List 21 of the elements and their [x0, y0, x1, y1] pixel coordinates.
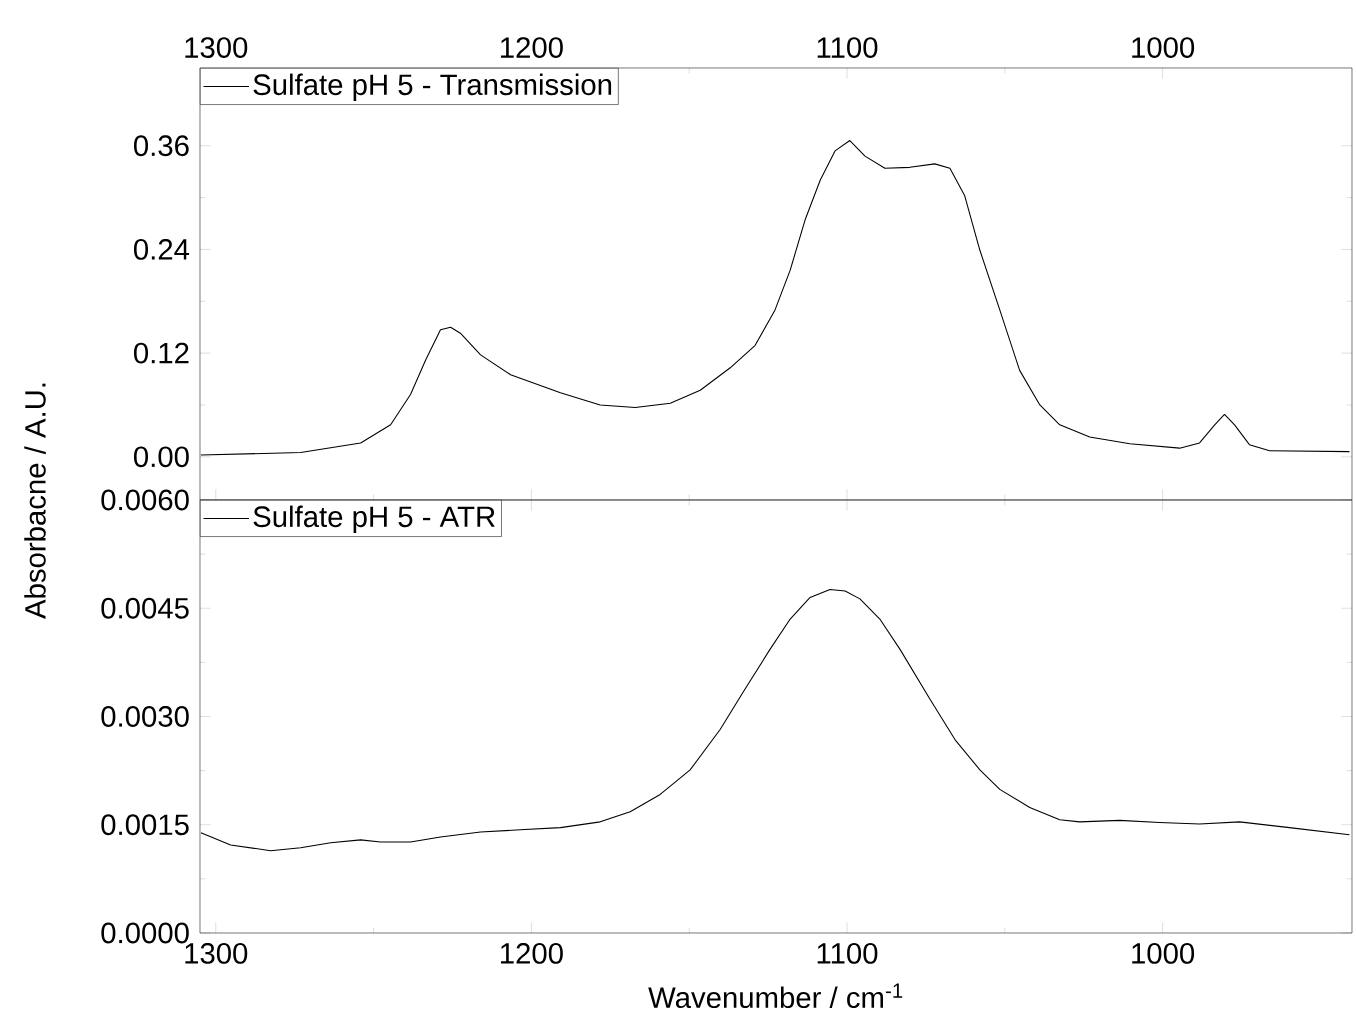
- y-tick-label: 0.0015: [101, 814, 189, 836]
- y-tick-label: 0.0060: [101, 489, 189, 511]
- x-tick-label: 1300: [185, 37, 248, 58]
- x-tick-label: 1100: [817, 943, 878, 964]
- y-tick-label: 0.12: [134, 342, 189, 364]
- y-tick-label: 0.36: [134, 135, 189, 157]
- x-tick-label: 1000: [1132, 37, 1195, 58]
- x-tick-label: 1200: [501, 943, 563, 964]
- x-tick-label: 1000: [1132, 943, 1195, 964]
- x-tick-label: 1300: [185, 943, 248, 964]
- y-axis-title: Absorbacne / A.U.: [24, 383, 46, 619]
- y-tick-label: 0.24: [134, 239, 190, 260]
- legend-label: Sulfate pH 5 - ATR: [253, 505, 495, 533]
- x-tick-label: 1100: [817, 37, 878, 58]
- legend-label: Sulfate pH 5 - Transmission: [253, 73, 612, 101]
- x-axis-title: Wavenumber / cm$^{-1}$: [648, 983, 903, 1009]
- y-tick-label: 0.0000: [101, 922, 189, 944]
- x-tick-label: 1200: [501, 37, 563, 58]
- y-tick-label: 0.0045: [101, 597, 189, 619]
- y-tick-label: 0.00: [134, 446, 189, 468]
- y-tick-label: 0.0030: [101, 706, 189, 727]
